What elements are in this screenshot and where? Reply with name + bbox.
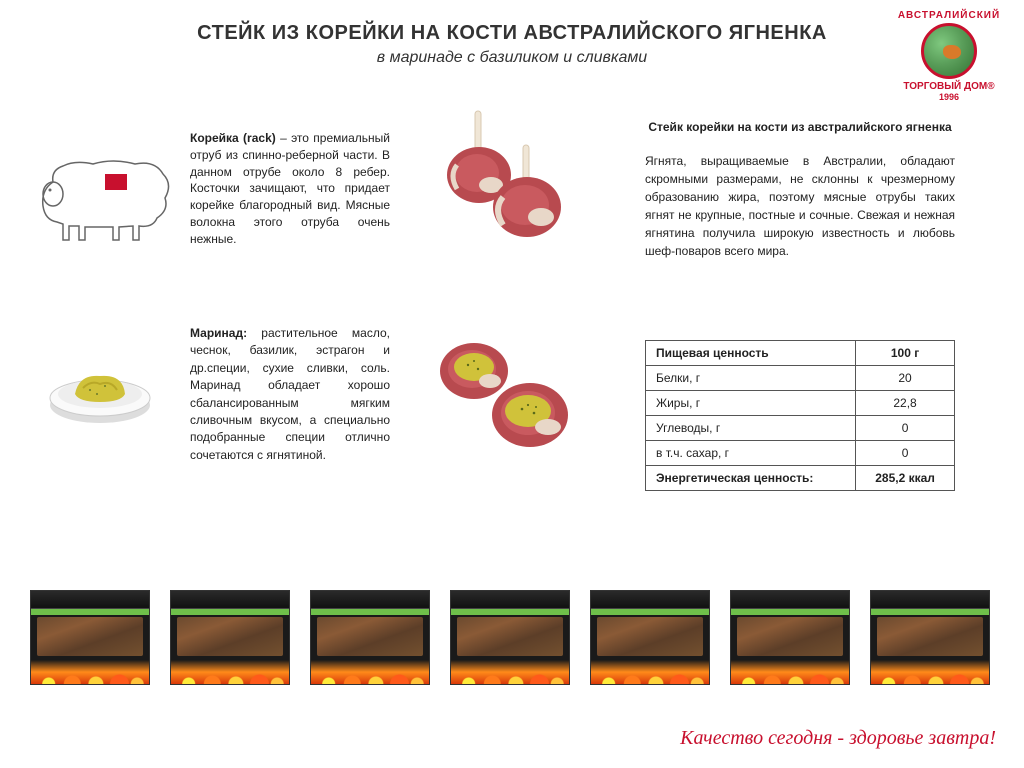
rack-highlight: [105, 174, 127, 190]
right-column-body: Ягнята, выращиваемые в Австралии, облада…: [645, 152, 955, 260]
table-row: Углеводы, г0: [646, 416, 955, 441]
table-row: в т.ч. сахар, г0: [646, 441, 955, 466]
brand-logo: АВСТРАЛИЙСКИЙ ТОРГОВЫЙ ДОМ® 1996: [894, 10, 1004, 102]
package-thumb: [310, 590, 430, 685]
logo-arc-text: АВСТРАЛИЙСКИЙ: [894, 10, 1004, 21]
page-subtitle: в маринаде с базиликом и сливками: [0, 49, 1024, 67]
table-energy-row: Энергетическая ценность: 285,2 ккал: [646, 466, 955, 491]
marinade-description: Маринад: растительное масло, чеснок, баз…: [190, 325, 390, 464]
rack-description: Корейка (rack) – это премиальный отруб и…: [190, 130, 390, 248]
rack-label: Корейка (rack): [190, 131, 276, 145]
energy-value: 285,2 ккал: [856, 466, 955, 491]
marinade-body: растительное масло, чеснок, базилик, эст…: [190, 326, 390, 462]
nutrition-header-value: 100 г: [856, 341, 955, 366]
package-row: [30, 590, 990, 685]
header: СТЕЙК ИЗ КОРЕЙКИ НА КОСТИ АВСТРАЛИЙСКОГО…: [0, 0, 1024, 67]
logo-brand-text: ТОРГОВЫЙ ДОМ®: [894, 81, 1004, 92]
rack-body: – это премиальный отруб из спинно-реберн…: [190, 131, 390, 246]
logo-year: 1996: [894, 92, 1004, 102]
package-thumb: [30, 590, 150, 685]
globe-icon: [921, 23, 977, 79]
marinaded-chops-image: [410, 315, 595, 470]
nutrition-header-label: Пищевая ценность: [646, 341, 856, 366]
package-thumb: [730, 590, 850, 685]
table-row: Белки, г20: [646, 366, 955, 391]
marinade-label: Маринад:: [190, 326, 247, 340]
package-thumb: [170, 590, 290, 685]
package-thumb: [590, 590, 710, 685]
nutrition-table: Пищевая ценность 100 г Белки, г20 Жиры, …: [645, 340, 955, 491]
sheep-diagram-icon: [35, 150, 175, 245]
slogan-text: Качество сегодня - здоровье завтра!: [680, 727, 996, 750]
package-thumb: [870, 590, 990, 685]
right-column-heading: Стейк корейки на кости из австралийского…: [645, 120, 955, 134]
table-header-row: Пищевая ценность 100 г: [646, 341, 955, 366]
table-row: Жиры, г22,8: [646, 391, 955, 416]
page-title: СТЕЙК ИЗ КОРЕЙКИ НА КОСТИ АВСТРАЛИЙСКОГО…: [0, 22, 1024, 45]
energy-label: Энергетическая ценность:: [646, 466, 856, 491]
package-thumb: [450, 590, 570, 685]
lamb-chops-image: [415, 105, 585, 265]
marinade-cup-image: [45, 350, 155, 425]
